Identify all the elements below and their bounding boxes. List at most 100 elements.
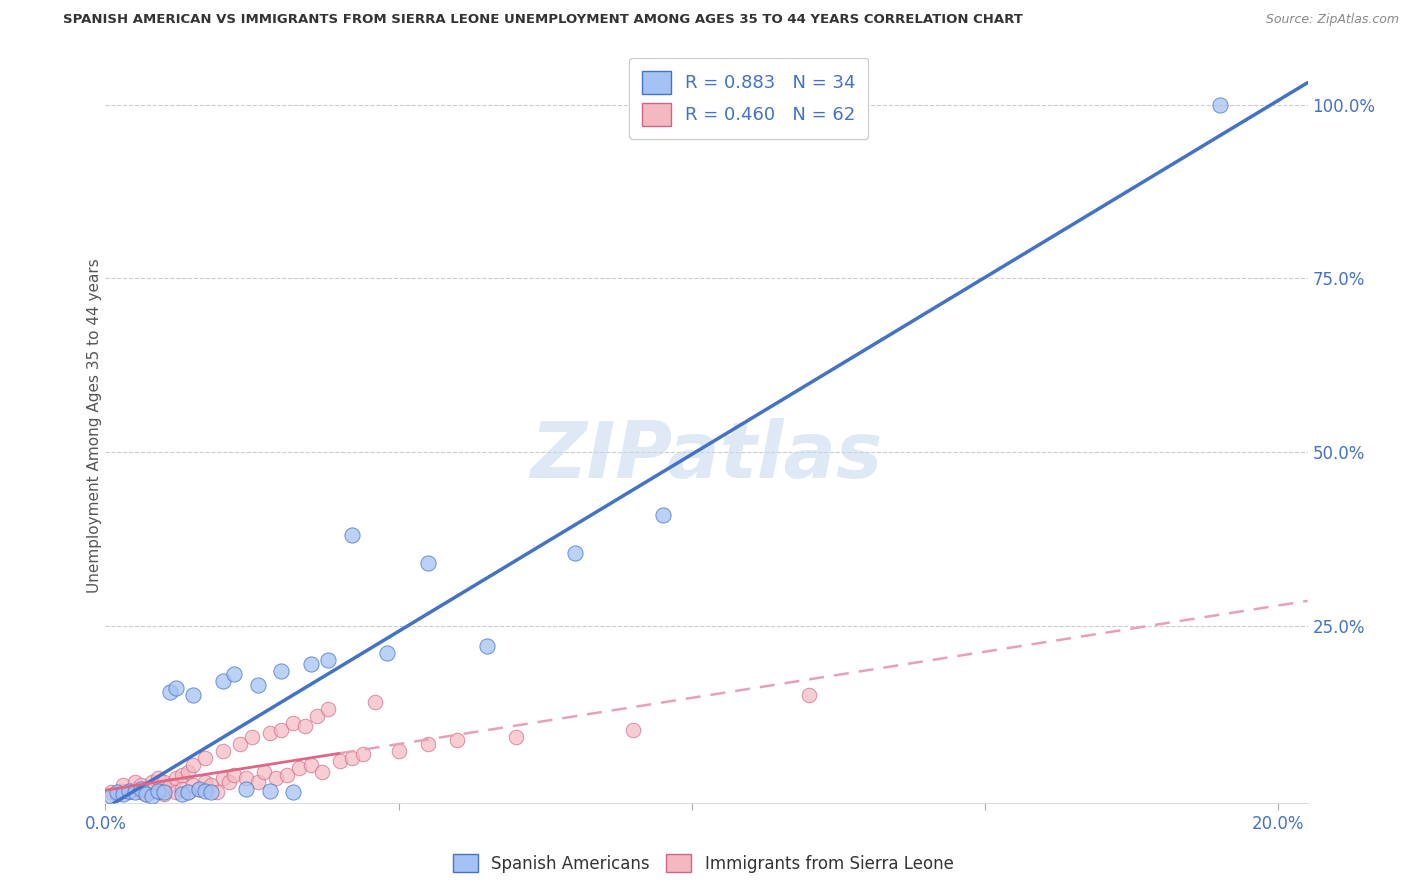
Point xyxy=(281,715,304,730)
Point xyxy=(288,761,311,775)
Point xyxy=(235,781,257,796)
Point xyxy=(316,702,339,716)
Text: SPANISH AMERICAN VS IMMIGRANTS FROM SIERRA LEONE UNEMPLOYMENT AMONG AGES 35 TO 4: SPANISH AMERICAN VS IMMIGRANTS FROM SIER… xyxy=(63,13,1024,27)
Point xyxy=(183,688,205,702)
Point xyxy=(170,768,193,782)
Point xyxy=(797,688,820,702)
Point xyxy=(299,757,322,772)
Point xyxy=(153,785,176,799)
Point xyxy=(340,528,363,542)
Point xyxy=(141,789,163,803)
Point xyxy=(124,781,146,796)
Point xyxy=(188,781,211,796)
Point xyxy=(153,787,176,801)
Point xyxy=(129,779,152,793)
Point xyxy=(211,744,233,758)
Point xyxy=(153,781,176,796)
Point xyxy=(246,775,269,789)
Point xyxy=(475,640,498,654)
Point xyxy=(129,781,152,796)
Point xyxy=(112,787,135,801)
Point xyxy=(375,647,398,661)
Point xyxy=(446,733,468,747)
Point xyxy=(118,785,141,799)
Point xyxy=(305,709,328,723)
Point xyxy=(505,730,527,744)
Point xyxy=(218,775,240,789)
Legend: Spanish Americans, Immigrants from Sierra Leone: Spanish Americans, Immigrants from Sierr… xyxy=(446,847,960,880)
Point xyxy=(621,723,644,737)
Point xyxy=(259,726,281,740)
Point xyxy=(264,772,287,786)
Point xyxy=(270,723,292,737)
Point xyxy=(194,784,217,798)
Point xyxy=(165,681,187,695)
Point xyxy=(183,757,205,772)
Point xyxy=(270,664,292,678)
Point xyxy=(229,737,252,751)
Point xyxy=(211,674,233,689)
Point xyxy=(564,546,586,560)
Point xyxy=(100,789,122,803)
Point xyxy=(200,779,222,793)
Point xyxy=(281,785,304,799)
Y-axis label: Unemployment Among Ages 35 to 44 years: Unemployment Among Ages 35 to 44 years xyxy=(87,259,101,593)
Point xyxy=(340,750,363,764)
Point xyxy=(183,779,205,793)
Point xyxy=(364,695,387,709)
Point xyxy=(148,784,170,798)
Point xyxy=(416,556,439,570)
Point xyxy=(135,781,157,796)
Point xyxy=(105,785,128,799)
Point xyxy=(176,785,198,799)
Point xyxy=(112,779,135,793)
Point xyxy=(259,784,281,798)
Point xyxy=(329,754,352,768)
Point xyxy=(100,785,122,799)
Point xyxy=(200,785,222,799)
Point xyxy=(253,764,276,779)
Point xyxy=(194,775,217,789)
Point xyxy=(129,785,152,799)
Point xyxy=(299,657,322,671)
Point xyxy=(141,775,163,789)
Point xyxy=(176,785,198,799)
Point xyxy=(211,772,233,786)
Point xyxy=(153,775,176,789)
Point xyxy=(316,653,339,667)
Text: Source: ZipAtlas.com: Source: ZipAtlas.com xyxy=(1265,13,1399,27)
Point xyxy=(124,775,146,789)
Point xyxy=(224,768,246,782)
Point xyxy=(246,678,269,692)
Point xyxy=(235,772,257,786)
Point xyxy=(170,787,193,801)
Point xyxy=(165,785,187,799)
Point xyxy=(135,787,157,801)
Point xyxy=(124,785,146,799)
Point xyxy=(148,772,170,786)
Point xyxy=(118,784,141,798)
Point xyxy=(105,787,128,801)
Point xyxy=(205,785,228,799)
Legend: R = 0.883   N = 34, R = 0.460   N = 62: R = 0.883 N = 34, R = 0.460 N = 62 xyxy=(628,58,868,139)
Point xyxy=(294,719,316,733)
Point xyxy=(651,508,673,522)
Point xyxy=(148,785,170,799)
Point xyxy=(159,684,181,698)
Point xyxy=(388,744,411,758)
Point xyxy=(416,737,439,751)
Point xyxy=(176,764,198,779)
Point xyxy=(224,667,246,681)
Point xyxy=(194,750,217,764)
Point xyxy=(170,781,193,796)
Point xyxy=(159,779,181,793)
Point xyxy=(276,768,298,782)
Point xyxy=(188,781,211,796)
Point xyxy=(240,730,263,744)
Point xyxy=(141,784,163,798)
Point xyxy=(353,747,375,761)
Point xyxy=(135,787,157,801)
Point xyxy=(112,784,135,798)
Point xyxy=(1208,97,1230,112)
Text: ZIPatlas: ZIPatlas xyxy=(530,418,883,494)
